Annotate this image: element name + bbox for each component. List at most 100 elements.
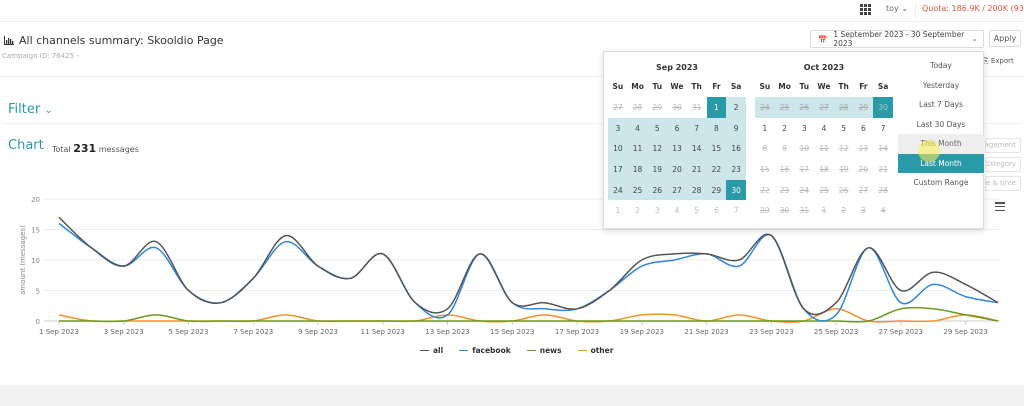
day-cell[interactable]: 6 [860,123,866,133]
day-cell[interactable]: 4 [821,123,827,133]
day-cell[interactable]: 18 [819,164,829,174]
day-cell[interactable]: 13 [858,144,869,154]
day-cell[interactable]: 12 [647,138,668,160]
day-cell[interactable]: 3 [801,123,807,133]
day-cell[interactable]: 12 [838,144,849,154]
day-cell[interactable]: 22 [706,159,727,180]
day-cell[interactable]: 3 [860,206,866,216]
legend-item-facebook[interactable]: facebook [459,346,511,355]
day-cell[interactable]: 30 [726,179,746,201]
user-menu[interactable]: toy ⌄ [886,4,908,13]
day-cell[interactable]: 4 [880,206,886,216]
day-cell[interactable]: 4 [627,117,648,139]
day-cell[interactable]: 7 [733,206,739,216]
day-cell[interactable]: 19 [647,159,668,180]
day-cell[interactable]: 3 [608,117,628,139]
day-cell[interactable]: 16 [726,138,746,160]
category-button[interactable]: Category [985,157,1021,172]
day-cell[interactable]: 3 [654,206,660,216]
range-option[interactable]: This Month [898,134,984,154]
day-cell[interactable]: 20 [667,159,687,180]
range-option[interactable]: Today [930,61,952,70]
day-cell[interactable]: 26 [794,97,815,118]
apps-grid-icon[interactable] [860,4,871,15]
day-cell[interactable]: 28 [632,102,643,112]
day-cell[interactable]: 31 [691,102,702,112]
day-cell[interactable]: 17 [799,164,810,174]
day-cell[interactable]: 9 [726,117,746,139]
day-cell[interactable]: 29 [706,179,727,201]
day-cell[interactable]: 17 [608,159,628,180]
day-cell[interactable]: 5 [647,117,668,139]
apply-button[interactable]: Apply [989,30,1021,47]
day-cell[interactable]: 25 [627,179,648,201]
day-cell[interactable]: 1 [706,97,727,118]
day-cell[interactable]: 5 [841,123,847,133]
day-cell[interactable]: 14 [878,144,888,154]
day-cell[interactable]: 2 [726,97,746,118]
day-cell[interactable]: 29 [652,102,663,112]
day-cell[interactable]: 28 [686,179,707,201]
day-cell[interactable]: 26 [647,179,668,201]
chart-menu-icon[interactable] [995,202,1005,211]
engagement-button[interactable]: Engagement [985,138,1021,153]
day-cell[interactable]: 11 [819,144,829,154]
day-cell[interactable]: 2 [841,206,847,216]
day-cell[interactable]: 31 [799,206,810,216]
day-cell[interactable]: 28 [833,97,854,118]
day-cell[interactable]: 23 [726,159,746,180]
day-cell[interactable]: 26 [838,185,849,195]
range-option[interactable]: Custom Range [913,178,969,187]
day-cell[interactable]: 23 [779,185,790,195]
day-cell[interactable]: 14 [686,138,707,160]
day-cell[interactable]: 19 [838,164,849,174]
day-cell[interactable]: 1 [762,123,768,133]
day-cell[interactable]: 25 [774,97,795,118]
quota-menu[interactable]: Quota: 186.9K / 200K (93.44%) ⌄ [922,4,1024,13]
day-cell[interactable]: 15 [760,164,770,174]
filter-toggle[interactable]: Filter ⌄ [8,102,53,117]
day-cell[interactable]: 15 [706,138,727,160]
day-cell[interactable]: 2 [635,206,640,216]
range-option[interactable]: Yesterday [922,80,960,90]
day-cell[interactable]: 10 [799,144,810,154]
day-cell[interactable]: 30 [779,206,790,216]
day-cell[interactable]: 2 [782,123,787,133]
day-cell[interactable]: 11 [627,138,648,160]
date-range-picker[interactable]: 📅 1 September 2023 - 30 September 2023 ⌄ [810,30,984,48]
day-cell[interactable]: 21 [878,164,888,174]
day-cell[interactable]: 8 [762,144,768,154]
day-cell[interactable]: 27 [814,97,834,118]
day-cell[interactable]: 24 [608,179,628,201]
day-cell[interactable]: 25 [819,185,829,195]
day-cell[interactable]: 6 [713,206,719,216]
day-cell[interactable]: 20 [858,164,869,174]
day-cell[interactable]: 21 [686,159,707,180]
legend-item-all[interactable]: all [420,346,443,355]
day-cell[interactable]: 16 [779,164,790,174]
day-cell[interactable]: 6 [667,117,687,139]
day-cell[interactable]: 1 [821,206,827,216]
day-cell[interactable]: 22 [760,185,770,195]
day-cell[interactable]: 18 [627,159,648,180]
range-option[interactable]: Last 30 Days [916,119,966,129]
day-cell[interactable]: 30 [672,102,682,112]
day-cell[interactable]: 27 [667,179,687,201]
day-cell[interactable]: 10 [608,138,628,160]
legend-item-news[interactable]: news [526,346,562,355]
day-cell[interactable]: 24 [799,185,810,195]
day-cell[interactable]: 29 [760,206,770,216]
day-cell[interactable]: 9 [782,144,787,154]
day-cell[interactable]: 7 [880,123,886,133]
day-cell[interactable]: 13 [667,138,687,160]
day-cell[interactable]: 27 [858,185,869,195]
day-cell[interactable]: 4 [674,206,680,216]
range-option[interactable]: Last Month [898,153,984,173]
export-button[interactable]: ⎘ Export [983,57,1014,66]
day-cell[interactable]: 28 [878,185,888,195]
legend-item-other[interactable]: other [577,346,613,355]
day-cell[interactable]: 27 [613,102,623,112]
day-cell[interactable]: 5 [694,206,700,216]
day-cell[interactable]: 8 [706,117,727,139]
day-cell[interactable]: 7 [686,117,707,139]
